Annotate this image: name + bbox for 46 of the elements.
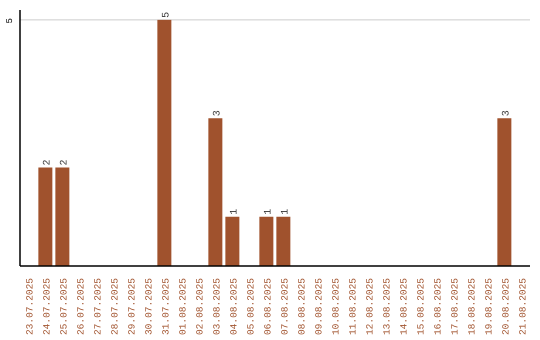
bar [225,216,240,266]
x-tick-label: 31.07.2025 [160,278,172,336]
x-tick-label: 21.08.2025 [518,278,528,336]
x-tick-label: 14.08.2025 [398,278,410,336]
x-tick-label: 06.08.2025 [262,278,274,336]
data-label: 1 [263,208,274,215]
x-tick-label: 24.07.2025 [42,278,52,336]
x-tick-label: 13.08.2025 [382,278,392,336]
x-tick-label: 23.07.2025 [24,278,36,336]
x-tick-label: 17.08.2025 [450,278,460,336]
x-tick-label: 19.08.2025 [484,278,494,336]
bar [55,168,70,266]
x-tick-label: 28.07.2025 [110,278,120,336]
bar [157,20,172,266]
x-tick-label: 01.08.2025 [178,278,188,336]
x-tick-label: 07.08.2025 [280,278,290,336]
data-label: 2 [59,160,70,166]
x-tick-label: 05.08.2025 [246,278,256,336]
x-tick-label: 27.07.2025 [92,278,104,336]
x-tick-label: 08.08.2025 [296,278,308,336]
bar [276,216,290,266]
x-tick-label: 09.08.2025 [314,278,324,336]
x-tick-label: 16.08.2025 [432,278,444,336]
x-tick-label: 10.08.2025 [330,278,342,336]
data-label: 2 [42,160,54,166]
data-label: 3 [212,110,224,116]
x-tick-label: 30.07.2025 [144,278,154,336]
bar [497,118,512,266]
x-tick-label: 25.07.2025 [58,278,70,336]
x-tick-label: 12.08.2025 [364,278,376,336]
x-tick-label: 02.08.2025 [194,278,206,336]
bar [208,118,222,266]
data-label: 3 [501,110,512,116]
bar [38,168,52,266]
x-tick-label: 04.08.2025 [228,278,240,336]
data-label: 1 [229,208,240,215]
x-tick-label: 11.08.2025 [348,278,358,336]
x-tick-label: 03.08.2025 [212,278,222,336]
x-tick-label: 18.08.2025 [466,278,478,336]
x-tick-label: 20.08.2025 [500,278,512,336]
x-tick-label: 15.08.2025 [416,278,426,336]
data-label: 5 [161,12,172,18]
data-label: 1 [280,208,292,215]
x-tick-label: 26.07.2025 [76,278,86,336]
x-tick-label: 29.07.2025 [126,278,138,336]
bar [259,216,274,266]
